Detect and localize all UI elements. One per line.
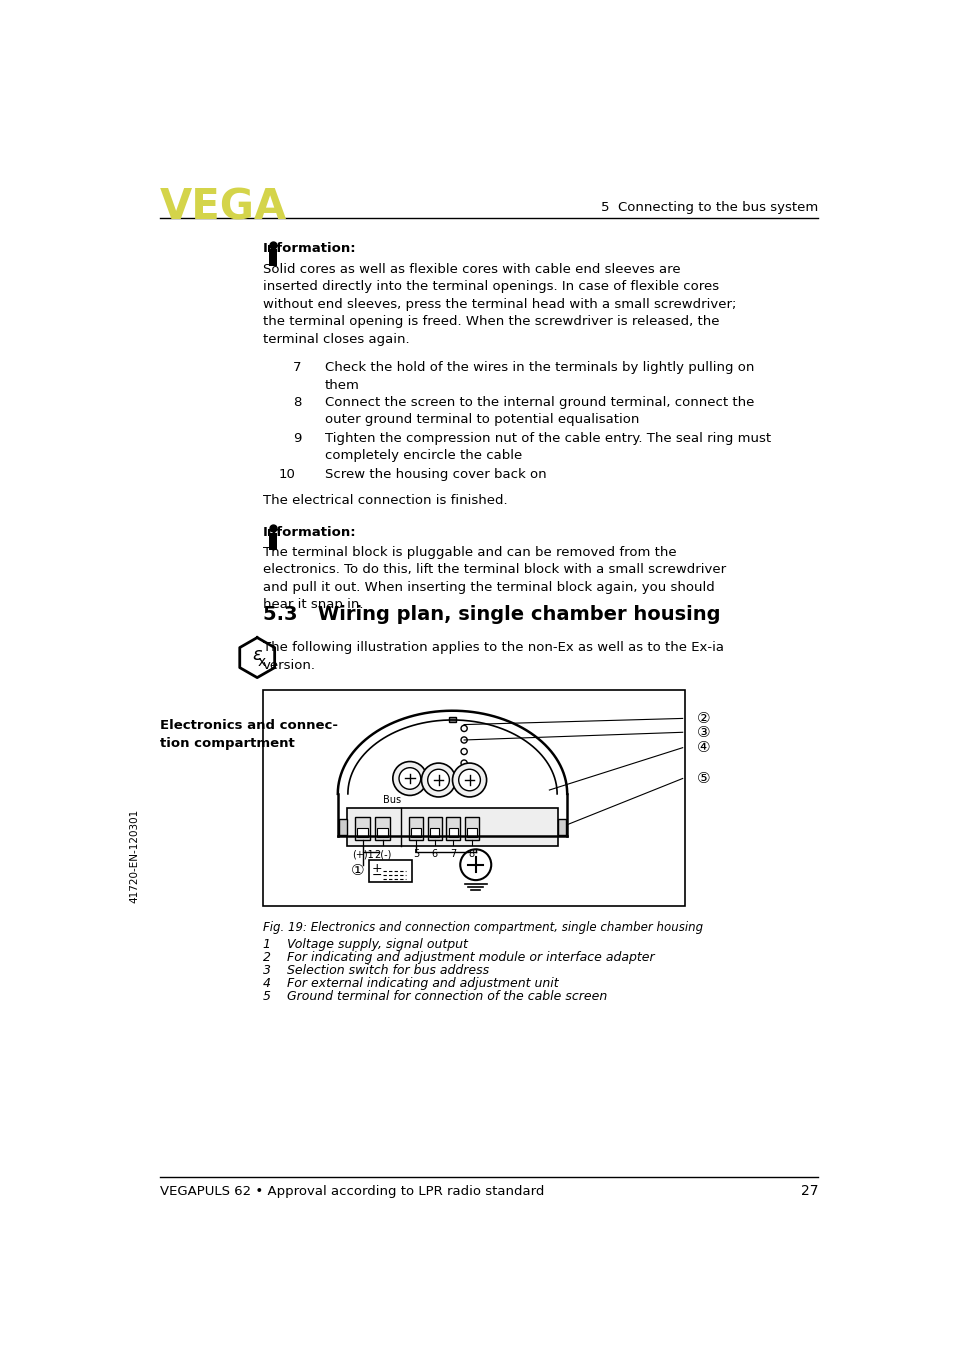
Text: Solid cores as well as flexible cores with cable end sleeves are
inserted direct: Solid cores as well as flexible cores wi… [262,263,735,345]
Bar [269,533,276,550]
Text: Check the hold of the wires in the terminals by lightly pulling on
them: Check the hold of the wires in the termi… [324,362,753,391]
Text: ⑤: ⑤ [696,770,709,785]
Text: 8: 8 [468,849,475,860]
Text: ①: ① [351,864,364,879]
Text: ②: ② [696,711,709,726]
Bar [355,816,370,839]
Text: 10: 10 [278,468,294,481]
Text: x: x [257,655,266,669]
Text: −: − [371,869,381,881]
Text: ③: ③ [696,724,709,739]
Text: VEGAPULS 62 • Approval according to LPR radio standard: VEGAPULS 62 • Approval according to LPR … [159,1185,543,1198]
Bar [427,816,441,839]
Text: 8: 8 [293,395,301,409]
Bar [356,827,368,837]
Bar [411,827,420,837]
Text: VEGA: VEGA [159,185,287,227]
Text: Information:: Information: [262,525,355,539]
Text: Information:: Information: [262,242,355,255]
Text: 5    Ground terminal for connection of the cable screen: 5 Ground terminal for connection of the … [262,990,606,1003]
Bar [262,691,684,906]
Text: +: + [371,862,381,875]
Circle shape [458,769,480,791]
Text: Screw the housing cover back on: Screw the housing cover back on [324,468,546,481]
Bar [446,816,459,839]
Bar [558,819,565,834]
Bar [430,827,439,837]
Text: Connect the screen to the internal ground terminal, connect the
outer ground ter: Connect the screen to the internal groun… [324,395,753,427]
Circle shape [421,764,456,798]
Text: 9: 9 [293,432,301,445]
Bar [449,716,456,722]
Text: 5  Connecting to the bus system: 5 Connecting to the bus system [600,200,818,214]
Text: The electrical connection is finished.: The electrical connection is finished. [262,494,507,506]
Bar [464,816,478,839]
Text: 27: 27 [800,1185,818,1198]
Text: 6: 6 [431,849,437,860]
Circle shape [459,849,491,880]
Circle shape [452,764,486,798]
Circle shape [460,749,467,754]
Text: Fig. 19: Electronics and connection compartment, single chamber housing: Fig. 19: Electronics and connection comp… [262,921,702,934]
Text: 2    For indicating and adjustment module or interface adapter: 2 For indicating and adjustment module o… [262,951,654,964]
Text: 2(-): 2(-) [374,849,391,860]
Text: Tighten the compression nut of the cable entry. The seal ring must
completely en: Tighten the compression nut of the cable… [324,432,770,463]
Text: ④: ④ [696,741,709,756]
Text: 7: 7 [293,362,301,374]
Text: 3    Selection switch for bus address: 3 Selection switch for bus address [262,964,488,978]
Text: Bus: Bus [382,795,400,806]
Text: The terminal block is pluggable and can be removed from the
electronics. To do t: The terminal block is pluggable and can … [262,546,725,612]
Text: ε: ε [252,646,262,663]
Text: The following illustration applies to the non-Ex as well as to the Ex-ia
version: The following illustration applies to th… [262,642,723,672]
Text: 4    For external indicating and adjustment unit: 4 For external indicating and adjustment… [262,978,558,990]
Text: 7: 7 [450,849,456,860]
Text: Electronics and connec-
tion compartment: Electronics and connec- tion compartment [159,719,337,750]
Bar [375,816,390,839]
Bar [467,827,476,837]
Circle shape [460,760,467,766]
Circle shape [427,769,449,791]
Text: 41720-EN-120301: 41720-EN-120301 [130,808,139,903]
Bar [369,860,412,881]
Text: 5: 5 [413,849,418,860]
Bar [269,249,276,267]
Text: 1    Voltage supply, signal output: 1 Voltage supply, signal output [262,938,467,951]
Circle shape [460,737,467,743]
Text: (+)1: (+)1 [352,849,373,860]
Bar [347,808,558,846]
Circle shape [398,768,420,789]
Bar [377,827,388,837]
Bar [339,819,347,834]
Circle shape [460,726,467,731]
Bar [448,827,457,837]
Text: 5.3   Wiring plan, single chamber housing: 5.3 Wiring plan, single chamber housing [262,605,720,624]
Circle shape [393,761,427,795]
Bar [409,816,422,839]
